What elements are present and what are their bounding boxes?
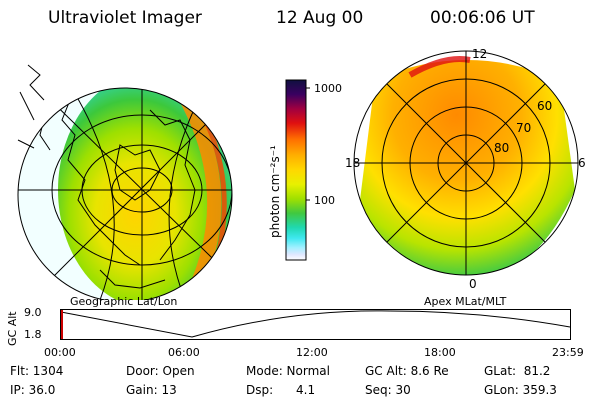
colorbar-unit-label: photon cm⁻²s⁻¹: [268, 145, 282, 238]
geo-longitude: GLon: 359.3: [484, 383, 557, 397]
mlt-label-18: 18: [345, 156, 360, 170]
time-tick-0600: 06:00: [168, 346, 200, 359]
mode-value: Mode: Normal: [246, 364, 330, 378]
time-tick-1200: 12:00: [296, 346, 328, 359]
time-tick-2359: 23:59: [552, 346, 584, 359]
auroral-oval-emission: [360, 60, 575, 275]
geographic-panel-label: Geographic Lat/Lon: [70, 295, 178, 308]
altitude-curve: [60, 310, 571, 338]
colorbar-tick-100: 100: [314, 194, 335, 207]
dsp-value: Dsp: 4.1: [246, 383, 316, 397]
coastline-outline: [29, 88, 196, 289]
time-tick-1800: 18:00: [424, 346, 456, 359]
altitude-axis-label: GC Alt: [6, 311, 19, 346]
observation-time: 00:06:06 UT: [430, 8, 535, 28]
flight-number: Flt: 1304: [10, 364, 64, 378]
gc-altitude: GC Alt: 8.6 Re: [365, 364, 449, 378]
ip-value: IP: 36.0: [10, 383, 56, 397]
geographic-auroral-image: [17, 64, 233, 300]
observation-date: 12 Aug 00: [276, 8, 364, 28]
mlat-label-60: 60: [537, 99, 552, 113]
door-status: Door: Open: [126, 364, 195, 378]
altitude-tick-max: 9.0: [24, 306, 42, 319]
altitude-trace-plot: [60, 309, 571, 340]
apex-polar-image: 12 18 6 0 60 70 80: [345, 47, 586, 291]
polar-grid: [353, 50, 579, 276]
instrument-title: Ultraviolet Imager: [48, 8, 202, 28]
intensity-colorbar: 1000 100 photon cm⁻²s⁻¹: [268, 79, 342, 261]
mlt-label-6: 6: [578, 156, 586, 170]
mlt-label-0: 0: [469, 277, 477, 291]
colorbar-tick-1000: 1000: [314, 82, 342, 95]
gain-value: Gain: 13: [126, 383, 177, 397]
sequence-number: Seq: 30: [365, 383, 411, 397]
apex-panel-label: Apex MLat/MLT: [424, 295, 507, 308]
altitude-tick-min: 1.8: [24, 328, 42, 341]
geo-latitude: GLat: 81.2: [484, 364, 551, 378]
time-tick-0000: 00:00: [44, 346, 76, 359]
mlt-label-12: 12: [472, 47, 487, 61]
mlat-label-80: 80: [494, 141, 509, 155]
mlat-label-70: 70: [516, 121, 531, 135]
